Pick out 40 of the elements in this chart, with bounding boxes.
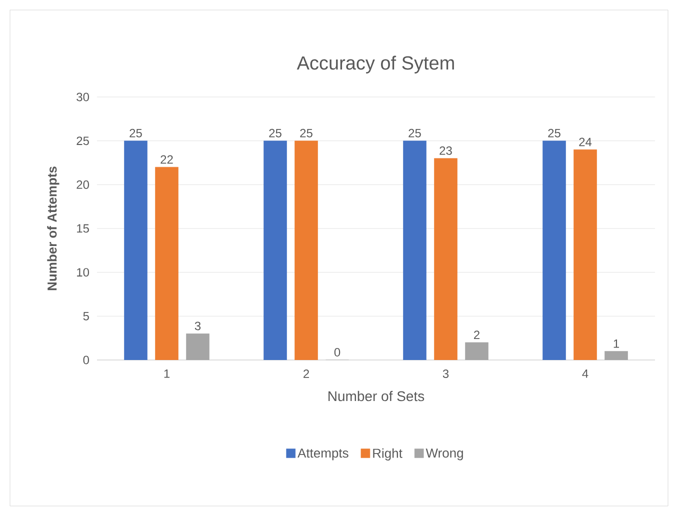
legend-label: Wrong <box>426 448 463 460</box>
y-axis-title: Number of Attempts <box>47 166 60 290</box>
data-label: 1 <box>614 339 619 348</box>
data-label: 25 <box>130 128 142 138</box>
bar <box>155 166 178 360</box>
y-tick-label: 0 <box>83 356 90 364</box>
bar <box>542 140 566 360</box>
legend-label: Attempts <box>298 448 348 460</box>
bar <box>186 334 210 360</box>
data-label: 0 <box>334 348 340 356</box>
x-tick-label: 1 <box>164 370 170 378</box>
bar <box>434 158 458 360</box>
bar <box>403 140 426 360</box>
x-axis-title: Number of Sets <box>328 390 424 402</box>
bar <box>264 140 287 360</box>
x-tick-label: 2 <box>304 370 309 378</box>
data-label: 25 <box>548 128 560 138</box>
y-tick-label: 10 <box>77 268 90 277</box>
bar <box>124 140 148 360</box>
y-tick-label: 15 <box>77 224 89 233</box>
x-tick-label: 3 <box>442 370 449 378</box>
chart-title: Accuracy of Sytem <box>296 56 454 74</box>
data-label: 25 <box>408 128 421 138</box>
legend-label: Right <box>373 448 402 460</box>
data-label: 25 <box>300 128 312 138</box>
y-tick-label: 20 <box>76 180 90 189</box>
y-tick-label: 5 <box>83 312 89 320</box>
data-label: 22 <box>160 155 173 164</box>
y-tick-label: 30 <box>76 92 90 102</box>
data-label: 25 <box>269 128 282 138</box>
data-label: 3 <box>194 322 201 330</box>
x-tick-label: 4 <box>582 370 588 378</box>
bar <box>574 149 597 360</box>
bar <box>465 342 488 360</box>
bar <box>604 351 628 360</box>
bar <box>294 140 318 360</box>
data-label: 2 <box>474 330 480 339</box>
y-tick-label: 25 <box>76 136 89 146</box>
data-label: 24 <box>579 138 592 146</box>
data-label: 23 <box>440 146 452 155</box>
